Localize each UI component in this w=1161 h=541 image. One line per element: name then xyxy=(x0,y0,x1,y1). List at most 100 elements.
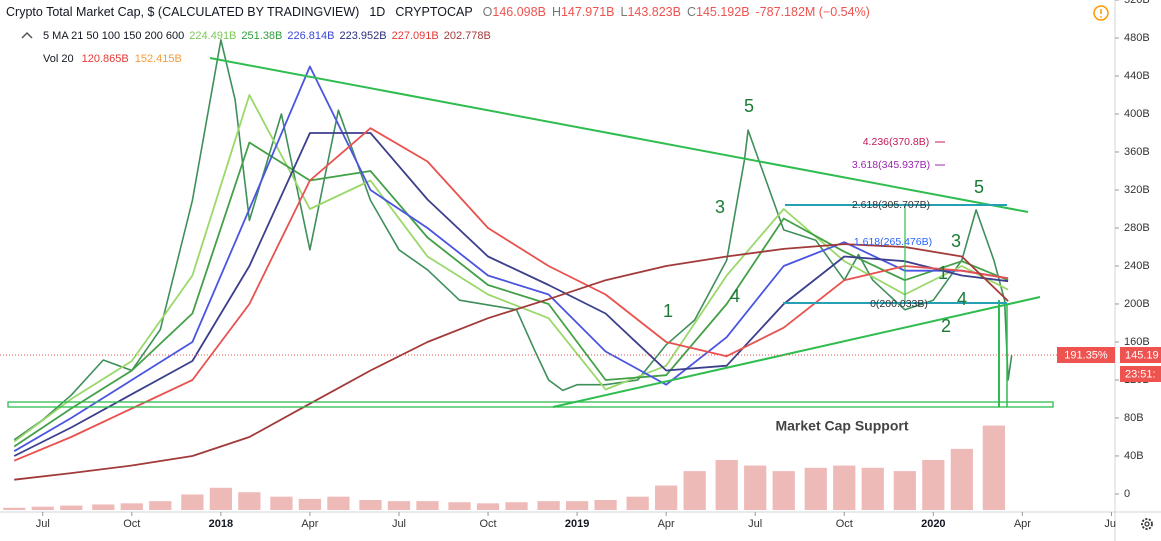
wave-label: 2 xyxy=(941,316,951,336)
price-line xyxy=(13,39,1013,441)
volume-bar xyxy=(950,448,973,510)
y-tick-label: 480B xyxy=(1124,32,1150,44)
ohlc-value: 147.971B xyxy=(561,5,615,19)
x-tick-label: Oct xyxy=(479,518,496,530)
wave-label: 3 xyxy=(715,197,725,217)
y-tick-label: 40B xyxy=(1124,450,1144,462)
percent-label-bg xyxy=(1057,347,1115,363)
last-price-label: 145.19 xyxy=(1125,349,1159,361)
x-tick-label: 2018 xyxy=(209,518,233,530)
ohlc-value: 146.098B xyxy=(492,5,546,19)
x-tick-label: Jul xyxy=(748,518,762,530)
support-label: Market Cap Support xyxy=(775,418,908,434)
header-row: Crypto Total Market Cap, $ (CALCULATED B… xyxy=(6,5,870,19)
ma-value: 226.814B xyxy=(287,30,334,42)
volume-bar xyxy=(476,503,500,510)
volume-bar xyxy=(744,465,767,510)
interval: 1D xyxy=(369,5,385,19)
change: -787.182M (−0.54%) xyxy=(756,5,870,19)
wave-label: 5 xyxy=(744,96,754,116)
fib-label: 0(200.033B) xyxy=(870,298,928,310)
volume-bar xyxy=(537,501,560,510)
settings-icon[interactable] xyxy=(1141,518,1153,530)
y-tick-label: 240B xyxy=(1124,260,1150,272)
volume-bar xyxy=(270,496,293,510)
volume-bar xyxy=(416,501,439,510)
y-tick-label: 0 xyxy=(1124,488,1130,500)
ma-line xyxy=(13,65,1009,452)
volume-bar xyxy=(92,504,115,510)
y-tick-label: 440B xyxy=(1124,70,1150,82)
x-tick-label: Oct xyxy=(836,518,853,530)
volume-bar xyxy=(594,500,617,510)
fib-label: 1.618(265.476B) xyxy=(854,236,932,248)
fib-label: 3.618(345.937B) xyxy=(852,159,930,171)
volume-legend: Vol 20 120.865B 152.415B xyxy=(43,53,182,65)
y-tick-label: 320B xyxy=(1124,184,1150,196)
ma-value: 202.778B xyxy=(444,30,491,42)
ohlc-label: O xyxy=(483,5,493,19)
volume-bar xyxy=(922,460,945,510)
volume-bar xyxy=(149,501,172,510)
volume-bar xyxy=(861,467,884,510)
wave-label: 3 xyxy=(951,231,961,251)
x-tick-label: Apr xyxy=(1014,518,1031,530)
trend-line xyxy=(552,296,1041,408)
volume-bar xyxy=(31,506,54,510)
ma-value: 223.952B xyxy=(340,30,387,42)
countdown-bg xyxy=(1120,366,1161,382)
settings-icon-center xyxy=(1144,521,1150,527)
volume-bar xyxy=(238,492,261,510)
x-tick-label: Apr xyxy=(301,518,318,530)
ma-line xyxy=(13,132,1009,457)
volume-bar xyxy=(772,471,795,510)
volume-bar xyxy=(715,460,738,510)
ohlc-value: 145.192B xyxy=(696,5,750,19)
volume-bar xyxy=(3,507,26,510)
chart-title: Crypto Total Market Cap, $ (CALCULATED B… xyxy=(6,5,359,19)
ohlc-label: L xyxy=(621,5,628,19)
percent-label: 191.35% xyxy=(1064,349,1108,361)
lines-layer xyxy=(13,39,1013,481)
symbol: CRYPTOCAP xyxy=(395,5,472,19)
volume-bar xyxy=(387,501,411,510)
y-tick-label: 280B xyxy=(1124,222,1150,234)
ma-legend: 5 MA 21 50 100 150 200 600 224.491B 251.38… xyxy=(43,30,491,42)
volume-bar xyxy=(655,485,678,510)
last-price-bg xyxy=(1120,347,1161,363)
volume-bar xyxy=(833,465,856,510)
x-tick-label: Jul xyxy=(392,518,406,530)
time-axis: Jul Oct 2018 Apr Jul Oct 2019 Apr Jul Oct 2020 Apr J… xyxy=(36,512,1116,530)
wave-label: 4 xyxy=(957,289,967,309)
x-tick-label: Apr xyxy=(658,518,675,530)
ohlc-label: C xyxy=(687,5,696,19)
y-tick-label: 80B xyxy=(1124,412,1144,424)
ohlc-value: 143.823B xyxy=(627,5,681,19)
x-tick-label: 2019 xyxy=(565,518,589,530)
ma-line xyxy=(13,94,1009,443)
volume-bar xyxy=(327,496,350,510)
x-tick-label: Jul xyxy=(36,518,50,530)
price-axis: 040B80B120B160B200B240B280B320B360B400B4… xyxy=(1115,0,1150,500)
y-tick-label: 400B xyxy=(1124,108,1150,120)
warning-icon[interactable] xyxy=(1093,5,1109,21)
volume-bar xyxy=(565,501,589,510)
volume-bar xyxy=(893,471,916,510)
collapse-button[interactable] xyxy=(21,31,33,39)
volume-value: 152.415B xyxy=(135,53,182,65)
y-tick-label: 360B xyxy=(1124,146,1150,158)
x-tick-label: 2020 xyxy=(921,518,945,530)
volume-value: 120.865B xyxy=(82,53,129,65)
ma-line xyxy=(13,127,1009,462)
support-box xyxy=(7,401,1054,408)
wave-label: 5 xyxy=(974,177,984,197)
y-tick-label: 160B xyxy=(1124,336,1150,348)
ma-value: 227.091B xyxy=(392,30,439,42)
volume-bar xyxy=(60,505,83,510)
ohlc-label: H xyxy=(552,5,561,19)
ma-line xyxy=(14,243,1009,481)
fib-label: 2.618(305.707B) xyxy=(852,199,930,211)
volume-bar xyxy=(505,502,528,510)
